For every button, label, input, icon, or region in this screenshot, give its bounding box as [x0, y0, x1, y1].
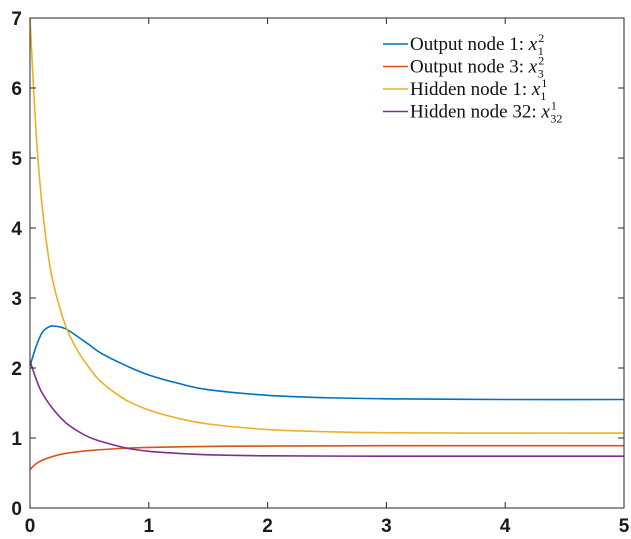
- series-line-2: [29, 444, 624, 471]
- y-tick-label: 2: [11, 359, 22, 380]
- legend-item-2: Output node 3: x2 3: [383, 54, 544, 81]
- x-tick-label: 5: [619, 516, 630, 537]
- y-tick-label: 4: [11, 219, 22, 240]
- y-tick-label: 3: [11, 289, 22, 310]
- y-tick-label: 0: [11, 499, 22, 520]
- legend-item-4: Hidden node 32: x1 32: [383, 99, 562, 126]
- plot-frame: [29, 17, 625, 509]
- legend-item-3: Hidden node 1: x1 1: [383, 76, 547, 103]
- y-tick-label: 7: [11, 9, 22, 30]
- legend-label: Hidden node 32: x1 32: [410, 99, 562, 126]
- y-tick-label: 5: [11, 149, 22, 170]
- y-tick-label: 6: [11, 79, 22, 100]
- legend-item-1: Output node 1: x2 1: [383, 31, 544, 58]
- x-tick-label: 4: [500, 516, 511, 537]
- series-layer: [29, 17, 625, 471]
- x-tick-label: 2: [262, 516, 273, 537]
- legend-label: Output node 3: x2 3: [410, 54, 544, 81]
- series-line-1: [29, 325, 625, 401]
- x-tick-label: 3: [381, 516, 392, 537]
- tick-layer: 0 1 2 3 4 5 0 1 2 3 4 5 6 7: [11, 9, 629, 537]
- x-tick-label: 0: [25, 516, 36, 537]
- y-tick-label: 1: [11, 429, 22, 450]
- legend-label: Output node 1: x2 1: [410, 31, 544, 58]
- series-line-4: [29, 360, 624, 458]
- x-tick-label: 1: [144, 516, 155, 537]
- series-line-3: [29, 17, 625, 434]
- legend-label: Hidden node 1: x1 1: [410, 76, 547, 103]
